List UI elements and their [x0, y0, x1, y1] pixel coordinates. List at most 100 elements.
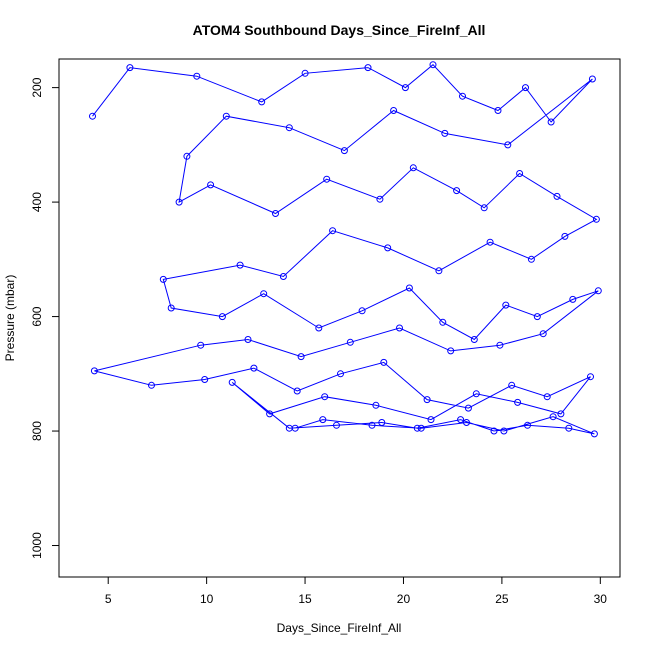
data-point [321, 393, 329, 401]
data-point [464, 404, 472, 412]
y-tick-label: 1000 [30, 532, 44, 559]
data-point [427, 416, 435, 424]
data-point [439, 318, 447, 326]
data-point [594, 287, 602, 295]
data-point [315, 324, 323, 332]
x-tick-label: 20 [397, 592, 411, 606]
data-point [470, 336, 478, 343]
data-point [494, 107, 502, 114]
y-axis-label: Pressure (mbar) [3, 275, 17, 362]
data-point [543, 393, 551, 401]
data-point [592, 215, 600, 223]
data-point [319, 416, 327, 424]
data-point [378, 419, 386, 426]
data-point [193, 72, 201, 80]
data-point [384, 244, 392, 252]
data-point [486, 238, 494, 246]
data-point [207, 181, 215, 189]
data-point [417, 424, 425, 432]
data-point [346, 338, 354, 346]
y-axis: 200 400 600 800 1000 [30, 77, 60, 559]
x-tick-label: 30 [594, 592, 608, 606]
data-point [413, 424, 421, 432]
data-point [524, 421, 531, 429]
data-point [364, 64, 372, 72]
data-point [301, 69, 309, 77]
data-point [183, 152, 191, 160]
data-point [380, 358, 388, 366]
data-point [340, 147, 348, 155]
data-point [504, 141, 512, 149]
data-point [89, 112, 96, 120]
data-point [405, 284, 413, 292]
data-point [329, 227, 337, 235]
data-point [333, 421, 340, 429]
data-point [218, 313, 226, 321]
x-axis: 5 10 15 20 25 30 [105, 576, 608, 606]
y-tick-label: 800 [30, 421, 44, 441]
data-point [323, 175, 331, 183]
x-axis-label: Days_Since_FireInf_All [277, 621, 402, 635]
data-point [250, 364, 258, 372]
data-point [453, 187, 461, 195]
data-point [557, 410, 565, 418]
data-point [197, 341, 205, 349]
data-point [201, 376, 209, 383]
data-point [522, 84, 529, 92]
data-point [480, 204, 488, 212]
data-point [527, 255, 535, 263]
series-line [92, 64, 599, 435]
plot-frame [58, 58, 621, 578]
data-point [561, 232, 569, 240]
data-point [459, 92, 466, 100]
data-point [258, 98, 266, 106]
data-point [587, 373, 594, 381]
data-point [508, 381, 516, 389]
data-point [463, 419, 470, 426]
data-point [272, 210, 279, 217]
data-point [514, 398, 522, 406]
x-tick-label: 15 [298, 592, 312, 606]
data-point [126, 64, 134, 72]
data-point [285, 124, 293, 132]
data-point [447, 347, 455, 355]
data-point [502, 301, 510, 309]
data-point [423, 396, 431, 404]
data-point [291, 424, 299, 432]
y-tick-label: 600 [30, 306, 44, 326]
x-tick-label: 5 [105, 592, 112, 606]
data-point [472, 390, 480, 398]
data-point [376, 195, 384, 203]
chart-title: ATOM4 Southbound Days_Since_FireInf_All [193, 22, 486, 38]
data-point [396, 324, 403, 332]
x-tick-label: 25 [495, 592, 509, 606]
data-point [590, 430, 598, 438]
data-point [279, 273, 287, 280]
y-tick-label: 200 [30, 77, 44, 97]
data-point [441, 129, 449, 137]
data-point [297, 353, 305, 361]
data-point [337, 370, 344, 378]
data-point [222, 112, 230, 120]
data-point [435, 267, 443, 275]
data-point [358, 307, 366, 315]
data-point [588, 75, 596, 83]
data-point [457, 416, 465, 424]
data-point [390, 107, 398, 114]
data-point [167, 304, 175, 312]
data-point [490, 427, 498, 435]
data-point [549, 413, 557, 421]
data-point [159, 275, 167, 283]
data-point [429, 61, 437, 69]
data-point [148, 381, 155, 389]
data-point [266, 410, 274, 418]
data-point [569, 295, 577, 303]
plot-area [89, 61, 602, 438]
data-point [260, 290, 268, 298]
data-point [244, 336, 252, 343]
data-point [236, 261, 244, 269]
data-point [565, 424, 573, 432]
data-point [368, 421, 376, 429]
data-point [175, 198, 183, 206]
